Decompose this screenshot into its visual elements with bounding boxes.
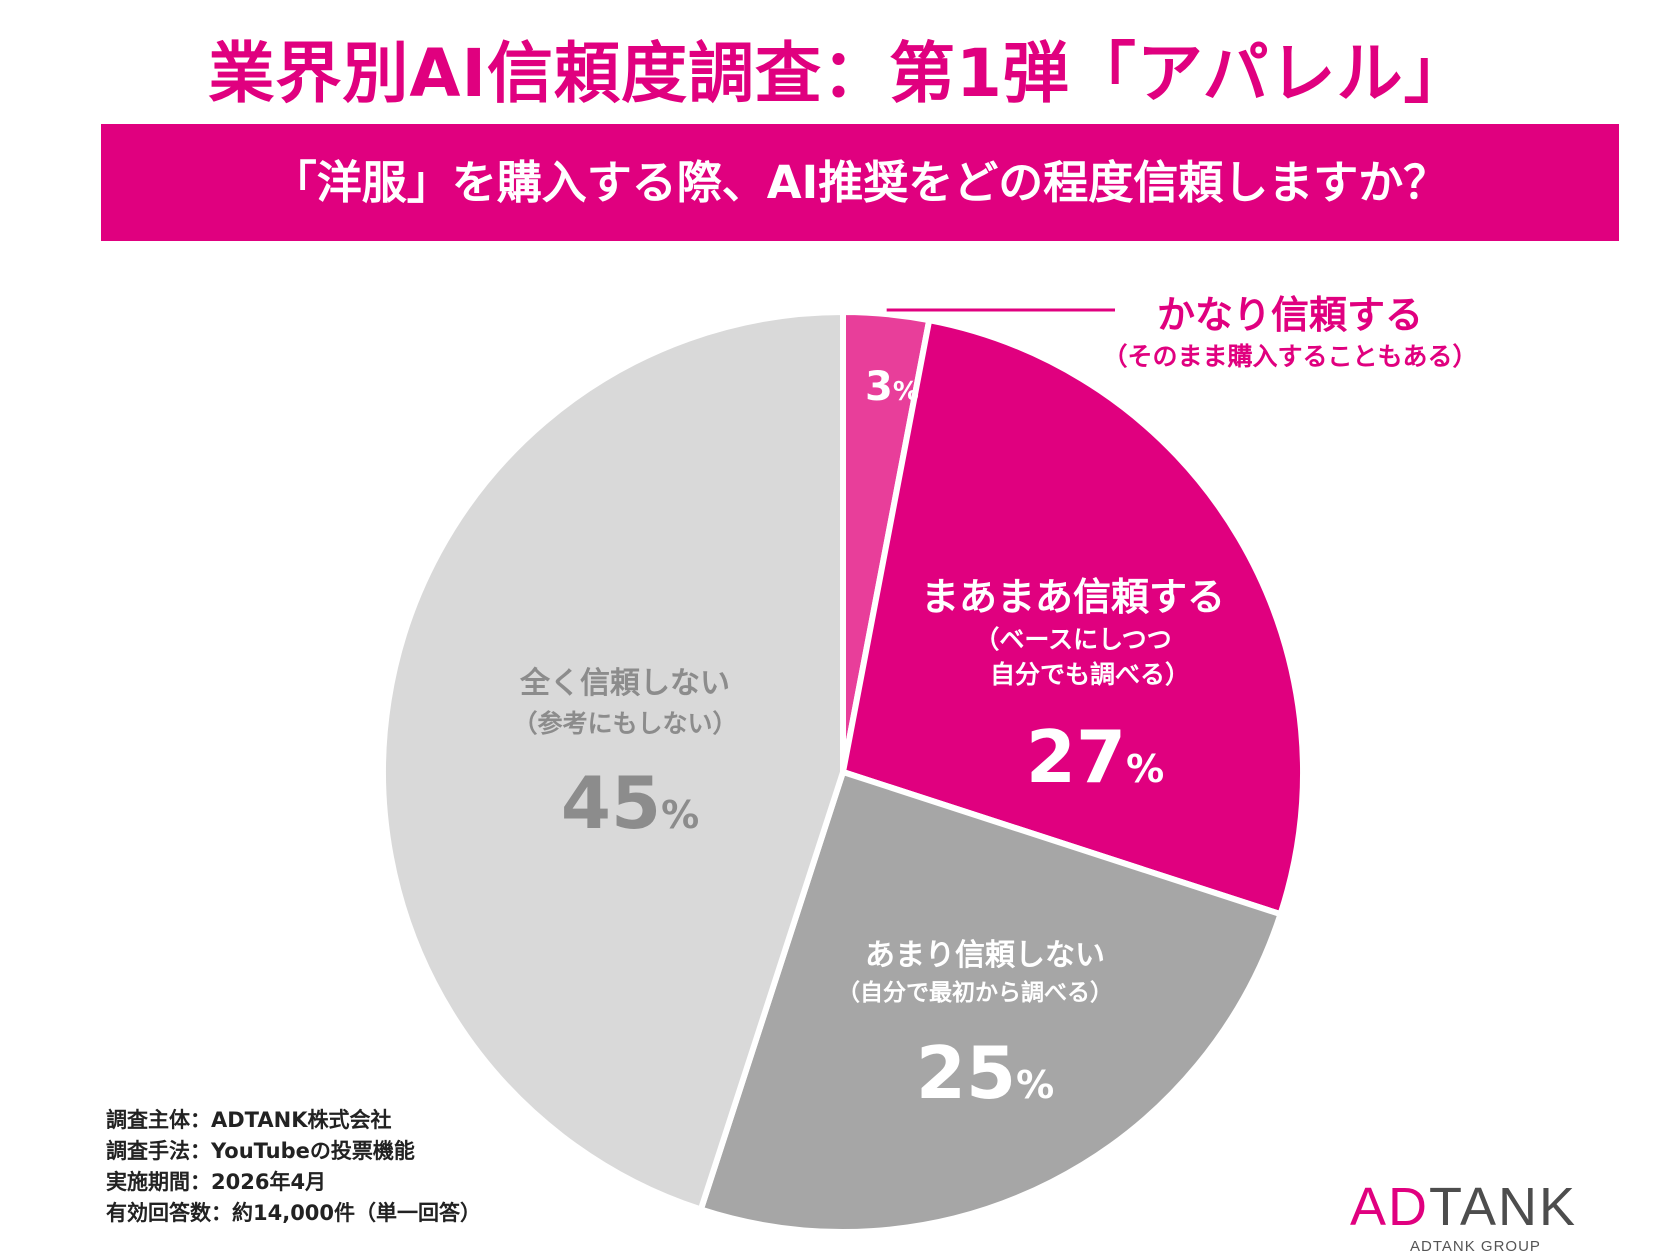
question-text: 「洋服」を購入する際、AI推奨をどの程度信頼しますか？: [271, 156, 1449, 209]
logo-wordmark: ADTANK: [1350, 1177, 1578, 1237]
slice-value-label: 27%: [1026, 715, 1164, 799]
pie-slice: [697, 769, 1284, 1235]
slice-sublabel: 自分でも調べる）: [990, 660, 1190, 689]
question-banner: 「洋服」を購入する際、AI推奨をどの程度信頼しますか？: [101, 124, 1619, 241]
footnote-method: 調査手法：YouTubeの投票機能: [106, 1139, 415, 1163]
slice-label: あまり信頼しない: [865, 938, 1105, 973]
slice-sublabel: （参考にもしない）: [512, 709, 737, 738]
pie-slices: [380, 309, 1306, 1235]
slice-label: まあまあ信頼する: [921, 575, 1225, 619]
slice-value-label: 45%: [561, 761, 699, 845]
adtank-logo: ADTANK ADTANK GROUP: [1350, 1180, 1610, 1255]
footnote-organizer: 調査主体：ADTANK株式会社: [106, 1108, 392, 1132]
pie-slice: [380, 309, 846, 1213]
slice-value-label: 25%: [916, 1031, 1054, 1115]
slice-sublabel: （そのまま購入することもある）: [1102, 342, 1477, 371]
footnote-responses: 有効回答数：約14,000件（単一回答）: [106, 1201, 482, 1225]
survey-footnotes: 調査主体：ADTANK株式会社 調査手法：YouTubeの投票機能 実施期間：2…: [106, 1105, 481, 1229]
footnote-period: 実施期間：2026年4月: [106, 1170, 327, 1194]
slice-sublabel: （ベースにしつつ: [974, 625, 1171, 654]
slice-value-label: 3%: [865, 364, 919, 410]
pie-slice: [840, 317, 1306, 918]
slice-sublabel: （自分で最初から調べる）: [837, 979, 1113, 1006]
slice-label: 全く信頼しない: [519, 666, 730, 701]
page-title: 業界別AI信頼度調査：第1弾「アパレル」: [208, 35, 1471, 112]
slice-label: かなり信頼する: [1157, 293, 1423, 337]
logo-subtitle: ADTANK GROUP: [1410, 1238, 1541, 1255]
